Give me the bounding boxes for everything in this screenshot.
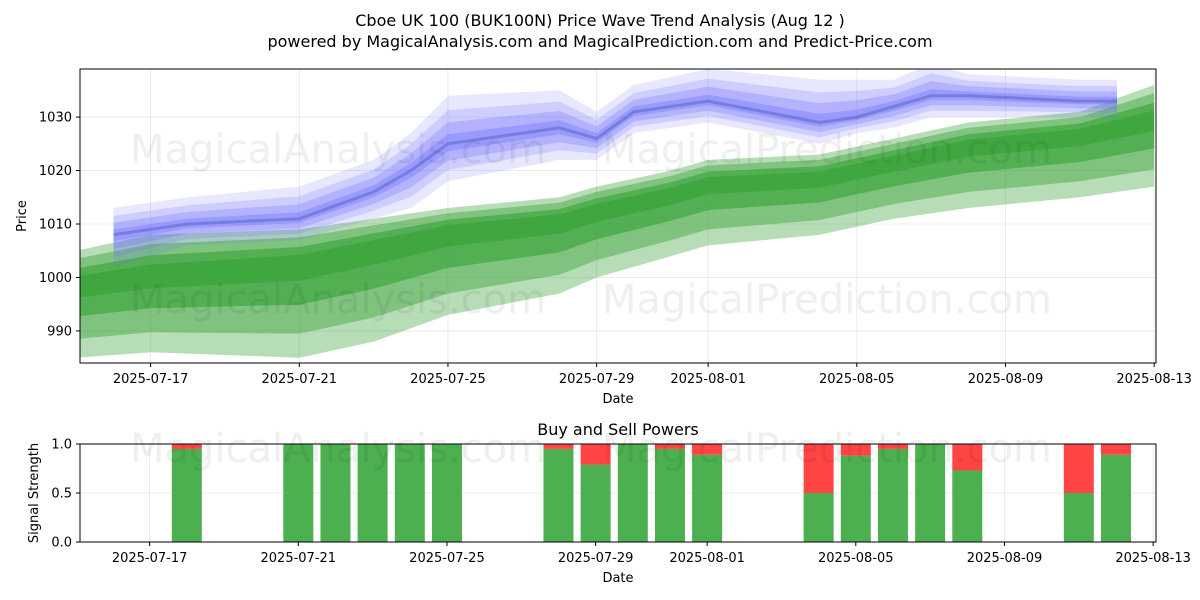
price-y-ticks: 990 1000 1010 1020 1030 bbox=[39, 111, 80, 339]
price-x-tick-label: 2025-07-17 bbox=[113, 372, 189, 387]
price-y-tick-label: 1010 bbox=[39, 218, 72, 233]
price-y-tick-label: 990 bbox=[47, 324, 72, 339]
watermark-prediction-1: MagicalPrediction.com bbox=[602, 127, 1052, 173]
price-y-axis-label: Price bbox=[15, 200, 30, 232]
signal-y-axis-label: Signal Strength bbox=[27, 443, 42, 543]
watermark-analysis-1: MagicalAnalysis.com bbox=[130, 127, 546, 173]
buy-bar bbox=[543, 448, 574, 542]
sell-bar bbox=[171, 444, 202, 449]
signal-chart-title: Buy and Sell Powers bbox=[537, 420, 699, 439]
sell-bar bbox=[580, 444, 611, 465]
sell-bar bbox=[1100, 444, 1131, 455]
signal-x-tick-label: 2025-07-21 bbox=[261, 551, 337, 566]
signal-x-ticks: 2025-07-17 2025-07-21 2025-07-25 2025-07-29… bbox=[112, 542, 1191, 566]
watermark-prediction-3: MagicalPrediction.com bbox=[602, 426, 1052, 472]
sell-bar bbox=[840, 444, 871, 456]
signal-x-tick-label: 2025-08-09 bbox=[967, 551, 1043, 566]
buy-bar bbox=[692, 454, 723, 542]
signal-y-ticks: 0.0 0.5 1.0 bbox=[51, 438, 80, 551]
price-bands bbox=[80, 69, 1155, 358]
buy-bar bbox=[617, 444, 648, 542]
buy-bar bbox=[357, 444, 388, 542]
buy-bar bbox=[580, 464, 611, 542]
watermark-analysis-2: MagicalAnalysis.com bbox=[130, 277, 546, 323]
buy-bar bbox=[320, 444, 351, 542]
signal-x-tick-label: 2025-08-01 bbox=[669, 551, 745, 566]
sell-bar bbox=[654, 444, 685, 449]
signal-x-tick-label: 2025-07-29 bbox=[558, 551, 634, 566]
signal-bars bbox=[171, 444, 1131, 542]
signal-y-tick-label: 0.5 bbox=[51, 487, 72, 502]
chart-title: Cboe UK 100 (BUK100N) Price Wave Trend A… bbox=[355, 11, 844, 30]
signal-x-tick-label: 2025-08-13 bbox=[1115, 551, 1191, 566]
signal-y-tick-label: 1.0 bbox=[51, 438, 72, 453]
buy-bar bbox=[840, 455, 871, 542]
signal-y-tick-label: 0.0 bbox=[51, 536, 72, 551]
buy-bar bbox=[952, 470, 983, 542]
signal-x-tick-label: 2025-08-05 bbox=[818, 551, 894, 566]
price-watermarks: MagicalAnalysis.com MagicalPrediction.co… bbox=[130, 127, 1052, 323]
watermark-prediction-2: MagicalPrediction.com bbox=[602, 277, 1052, 323]
price-x-tick-label: 2025-07-29 bbox=[559, 372, 635, 387]
buy-bar bbox=[171, 448, 202, 542]
chart-subtitle: powered by MagicalAnalysis.com and Magic… bbox=[267, 32, 932, 51]
price-band-group bbox=[80, 69, 1155, 358]
price-y-tick-label: 1030 bbox=[39, 111, 72, 126]
signal-x-tick-label: 2025-07-25 bbox=[409, 551, 485, 566]
price-x-tick-label: 2025-08-13 bbox=[1116, 372, 1192, 387]
sell-bar bbox=[1063, 444, 1094, 493]
signal-x-tick-label: 2025-07-17 bbox=[112, 551, 188, 566]
price-x-tick-label: 2025-08-09 bbox=[968, 372, 1044, 387]
buy-bar bbox=[803, 493, 834, 542]
buy-bar bbox=[654, 448, 685, 542]
sell-bar bbox=[803, 444, 834, 493]
price-x-tick-label: 2025-08-05 bbox=[819, 372, 895, 387]
sell-bar bbox=[692, 444, 723, 455]
buy-bar bbox=[1100, 454, 1131, 542]
watermark-analysis-3: MagicalAnalysis.com bbox=[130, 426, 546, 472]
sell-bar bbox=[543, 444, 574, 449]
green-band-layer-3 bbox=[80, 110, 1155, 298]
blue-center-line bbox=[113, 94, 1117, 237]
blue-band-layer-1 bbox=[113, 73, 1117, 258]
buy-bar bbox=[283, 444, 314, 542]
sell-bar bbox=[952, 444, 983, 471]
sell-bar bbox=[877, 444, 908, 449]
price-y-tick-label: 1020 bbox=[39, 164, 72, 179]
price-plot-frame bbox=[79, 68, 1157, 364]
blue-band-layer-2 bbox=[113, 81, 1117, 250]
buy-bar bbox=[394, 444, 425, 542]
buy-bar bbox=[877, 448, 908, 542]
blue-band-layer-3 bbox=[113, 89, 1117, 242]
price-x-tick-label: 2025-08-01 bbox=[670, 372, 746, 387]
price-x-axis-label: Date bbox=[602, 392, 633, 407]
blue-band-layer-0 bbox=[113, 69, 1117, 267]
signal-x-axis-label: Date bbox=[602, 571, 633, 586]
buy-bar bbox=[915, 444, 946, 542]
buy-bar bbox=[431, 444, 462, 542]
signal-panel: Buy and Sell Powers MagicalAnalysis.com … bbox=[27, 420, 1191, 586]
price-x-tick-label: 2025-07-25 bbox=[410, 372, 486, 387]
price-panel: MagicalAnalysis.com MagicalPrediction.co… bbox=[15, 68, 1192, 407]
price-x-ticks: 2025-07-17 2025-07-21 2025-07-25 2025-07-29… bbox=[113, 363, 1192, 387]
buy-bar bbox=[1063, 493, 1094, 542]
price-y-tick-label: 1000 bbox=[39, 271, 72, 286]
price-grid bbox=[80, 69, 1156, 363]
price-x-tick-label: 2025-07-21 bbox=[262, 372, 338, 387]
